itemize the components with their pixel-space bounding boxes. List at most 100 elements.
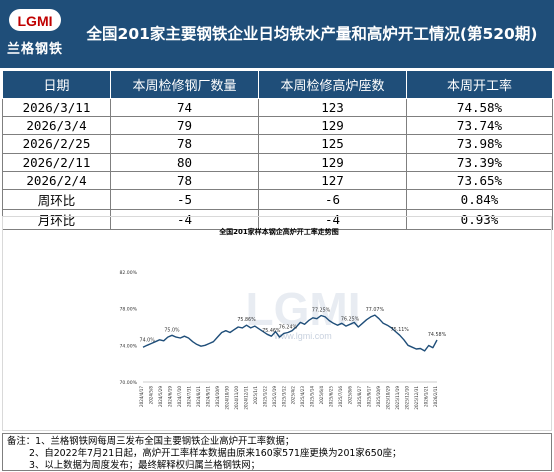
cell-rate: 73.74% bbox=[406, 116, 553, 136]
lgmi-logo-icon: LGMI bbox=[9, 9, 61, 31]
x-tick-label: 2024/7/10 bbox=[177, 386, 182, 407]
x-tick-label: 2024/12/11 bbox=[243, 386, 248, 410]
column-header-rate: 本周开工率 bbox=[406, 70, 553, 99]
cell-plants: 79 bbox=[110, 116, 259, 136]
data-label: 76.24% bbox=[279, 325, 298, 331]
cell-plants: 78 bbox=[110, 134, 259, 154]
x-tick-label: 2024/4/17 bbox=[139, 386, 144, 407]
cell-mom-rate: 0.93% bbox=[406, 208, 553, 230]
lgmi-logo: LGMI 兰格钢铁 bbox=[6, 6, 64, 62]
cell-date: 2026/2/4 bbox=[2, 170, 111, 190]
data-label: 75.11% bbox=[391, 327, 410, 333]
x-tick-label: 2025/11/19 bbox=[395, 386, 400, 410]
cell-furnaces: 129 bbox=[258, 116, 407, 136]
data-label: 74.58% bbox=[428, 332, 447, 338]
x-tick-label: 2025/5/14 bbox=[310, 386, 315, 407]
x-tick-label: 2025/12/10 bbox=[405, 386, 410, 410]
x-tick-label: 2024/7/31 bbox=[186, 386, 191, 407]
x-tick-label: 2025/12/31 bbox=[414, 386, 419, 410]
blast-furnace-table: 日期 本周检修钢厂数量 本周检修高炉座数 本周开工率 2026/3/11 74 … bbox=[2, 70, 553, 230]
y-tick-label: 70.00% bbox=[119, 380, 137, 386]
x-tick-label: 2026/2/11 bbox=[433, 386, 438, 407]
data-label: 77.07% bbox=[366, 307, 385, 313]
cell-wow-rate: 0.84% bbox=[406, 188, 553, 210]
cell-plants: 74 bbox=[110, 97, 259, 118]
y-tick-label: 78.00% bbox=[119, 307, 137, 313]
chart-title: 全国201家样本钢企高炉开工率走势图 bbox=[218, 227, 339, 236]
footnote-1: 备注：1、兰格钢铁网每周三发布全国主要钢铁企业高炉开工率数据； bbox=[7, 436, 295, 447]
table-row: 2026/2/4 78 127 73.65% bbox=[2, 170, 553, 190]
table-row: 2026/2/11 80 129 73.39% bbox=[2, 152, 553, 172]
x-tick-label: 2025/6/4 bbox=[319, 386, 324, 405]
footnote-3: 3、以上数据为周度发布；最终解释权归属兰格钢铁网； bbox=[29, 460, 260, 472]
y-tick-label: 74.00% bbox=[119, 343, 137, 349]
x-tick-label: 2024/9/11 bbox=[205, 386, 210, 407]
x-tick-label: 2025/10/9 bbox=[376, 386, 381, 407]
x-tick-label: 2025/8/6 bbox=[348, 386, 353, 405]
footnotes: 备注：1、兰格钢铁网每周三发布全国主要钢铁企业高炉开工率数据； 2、自2022年… bbox=[2, 433, 552, 471]
x-tick-label: 2025/7/16 bbox=[338, 386, 343, 407]
x-tick-label: 2025/6/25 bbox=[329, 386, 334, 407]
cell-furnaces: 129 bbox=[258, 152, 407, 172]
data-label: 75.86% bbox=[237, 317, 256, 323]
data-label: 77.25% bbox=[312, 308, 331, 314]
x-tick-label: 2025/4/2 bbox=[291, 386, 296, 405]
cell-rate: 73.98% bbox=[406, 134, 553, 154]
x-tick-label: 2025/4/23 bbox=[300, 386, 305, 407]
data-label: 74.0% bbox=[140, 337, 156, 343]
y-tick-label: 82.00% bbox=[119, 270, 137, 276]
x-tick-label: 2025/8/27 bbox=[357, 386, 362, 407]
table-row: 2026/2/25 78 125 73.98% bbox=[2, 134, 553, 154]
x-tick-label: 2026/1/21 bbox=[424, 386, 429, 407]
cell-rate: 73.65% bbox=[406, 170, 553, 190]
column-header-plants: 本周检修钢厂数量 bbox=[110, 70, 259, 99]
watermark-logo: LGMI bbox=[246, 283, 361, 335]
x-tick-label: 2024/8/21 bbox=[196, 386, 201, 407]
table-header-row: 日期 本周检修钢厂数量 本周检修高炉座数 本周开工率 bbox=[2, 70, 553, 99]
utilization-chart: 全国201家样本钢企高炉开工率走势图 LGMI www.lgmi.com 70.00%… bbox=[2, 216, 552, 431]
cell-plants: 80 bbox=[110, 152, 259, 172]
series-line bbox=[142, 314, 438, 352]
x-tick-label: 2024/10/30 bbox=[224, 386, 229, 410]
data-label: 75.0% bbox=[164, 327, 180, 333]
x-tick-label: 2024/11/20 bbox=[234, 386, 239, 410]
table-row: 2026/3/11 74 123 74.58% bbox=[2, 97, 553, 118]
cell-plants: 78 bbox=[110, 170, 259, 190]
cell-mom-furnaces: -4 bbox=[258, 208, 407, 230]
cell-date: 2026/3/11 bbox=[2, 97, 111, 118]
cell-wow-plants: -5 bbox=[110, 188, 259, 210]
data-label: 76.25% bbox=[341, 316, 360, 322]
x-tick-label: 2025/10/29 bbox=[386, 386, 391, 410]
footnote-2: 2、自2022年7月21日起，高炉开工率样本数据由原来160家571座更换为20… bbox=[29, 448, 402, 460]
data-label: 75.46% bbox=[262, 328, 281, 334]
svg-text:LGMI: LGMI bbox=[18, 13, 53, 29]
watermark-url: www.lgmi.com bbox=[273, 331, 332, 341]
x-tick-label: 2025/1/1 bbox=[253, 386, 258, 405]
x-tick-label: 2025/1/22 bbox=[262, 386, 267, 407]
cell-furnaces: 127 bbox=[258, 170, 407, 190]
page-title: 全国201家主要钢铁企业日均铁水产量和高炉开工情况(第520期) bbox=[86, 25, 538, 43]
x-tick-label: 2024/5/29 bbox=[158, 386, 163, 407]
cell-furnaces: 125 bbox=[258, 134, 407, 154]
cell-date: 2026/2/25 bbox=[2, 134, 111, 154]
column-header-furnaces: 本周检修高炉座数 bbox=[258, 70, 407, 99]
x-tick-label: 2024/5/8 bbox=[148, 386, 153, 405]
cell-rate: 73.39% bbox=[406, 152, 553, 172]
cell-wow-label: 周环比 bbox=[2, 188, 111, 210]
cell-rate: 74.58% bbox=[406, 97, 553, 118]
cell-date: 2026/2/11 bbox=[2, 152, 111, 172]
x-tick-label: 2025/3/12 bbox=[281, 386, 286, 407]
column-header-date: 日期 bbox=[2, 70, 111, 99]
x-tick-label: 2025/2/19 bbox=[272, 386, 277, 407]
table-row: 2026/3/4 79 129 73.74% bbox=[2, 116, 553, 136]
cell-mom-plants: -4 bbox=[110, 208, 259, 230]
cell-date: 2026/3/4 bbox=[2, 116, 111, 136]
week-over-week-row: 周环比 -5 -6 0.84% bbox=[2, 188, 553, 210]
x-tick-label: 2025/9/17 bbox=[367, 386, 372, 407]
cell-furnaces: 123 bbox=[258, 97, 407, 118]
cell-wow-furnaces: -6 bbox=[258, 188, 407, 210]
logo-text: 兰格钢铁 bbox=[6, 42, 63, 57]
header-banner: LGMI 兰格钢铁 全国201家主要钢铁企业日均铁水产量和高炉开工情况(第520… bbox=[0, 0, 554, 68]
x-tick-label: 2024/6/19 bbox=[167, 386, 172, 407]
